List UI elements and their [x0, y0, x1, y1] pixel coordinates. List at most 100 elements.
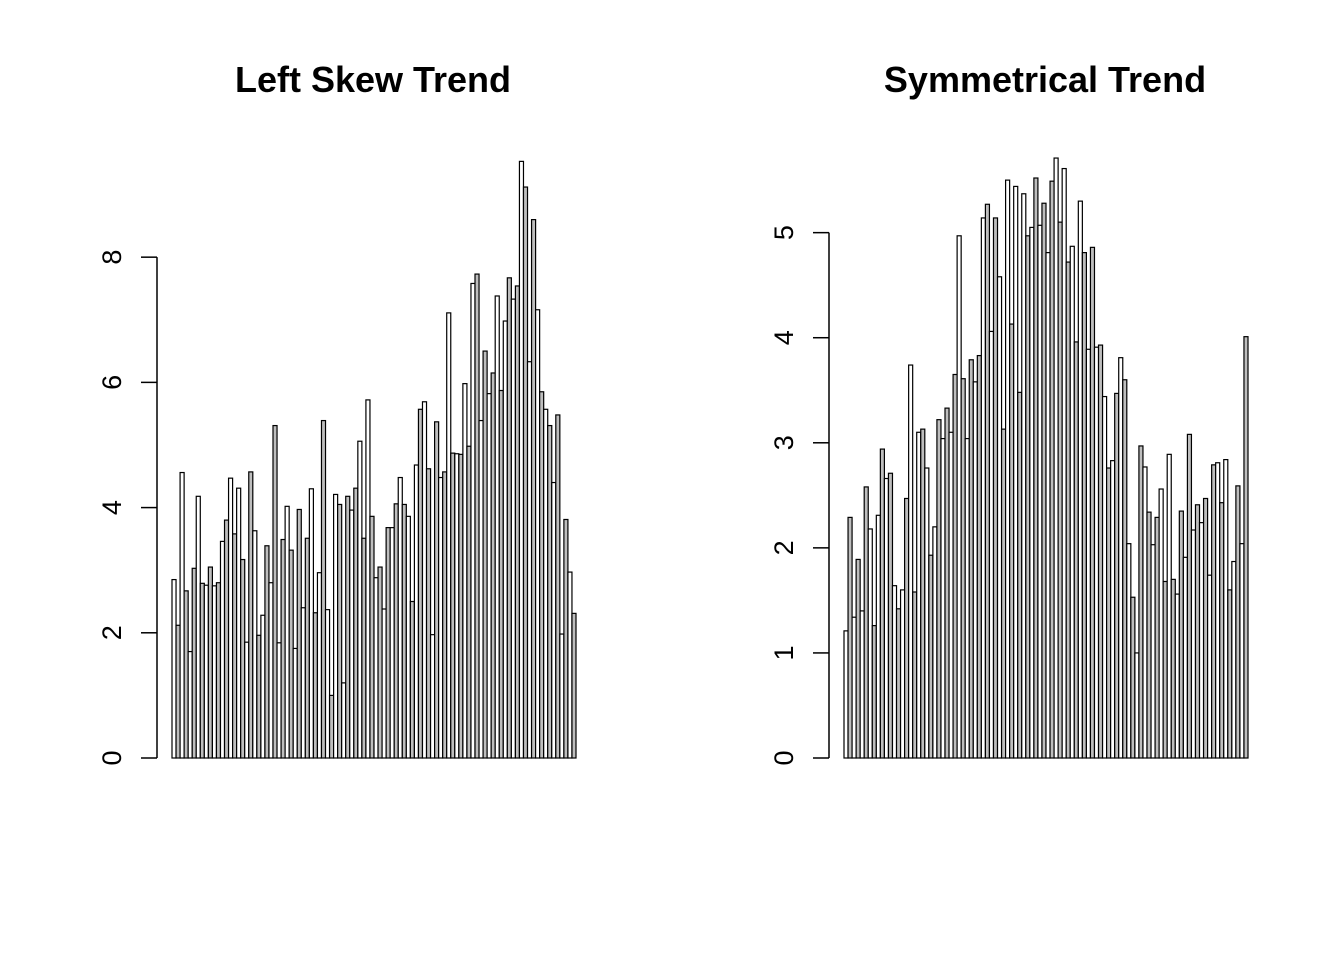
bar — [543, 408, 549, 759]
bar — [916, 431, 922, 759]
bar — [1037, 224, 1043, 759]
bar — [486, 393, 492, 759]
bar — [992, 217, 999, 759]
bar — [377, 566, 383, 759]
bar — [1000, 428, 1007, 759]
bar — [847, 516, 853, 759]
bar — [855, 558, 861, 759]
bar — [312, 612, 319, 759]
bar — [260, 614, 266, 759]
bar — [425, 468, 432, 759]
bar — [434, 421, 440, 759]
bar — [207, 566, 214, 759]
bar — [1190, 529, 1197, 759]
bars — [171, 160, 577, 759]
bar — [964, 437, 970, 759]
bar — [1049, 180, 1055, 759]
bar — [1178, 510, 1184, 759]
bar — [1202, 497, 1209, 759]
bar — [498, 389, 504, 759]
bar — [409, 600, 415, 759]
bar — [1182, 556, 1188, 759]
bar — [458, 453, 464, 759]
bar — [1069, 245, 1075, 759]
bar — [912, 591, 918, 759]
bar — [948, 431, 954, 759]
bar — [932, 526, 938, 759]
bar — [895, 608, 902, 759]
bar — [320, 419, 327, 759]
bar — [1110, 460, 1116, 759]
bar — [296, 508, 302, 759]
bar — [887, 472, 894, 759]
bar — [952, 373, 958, 759]
bar — [223, 519, 230, 759]
bar — [899, 589, 906, 759]
bar — [417, 408, 424, 759]
bar — [1243, 336, 1249, 759]
bar — [980, 217, 986, 759]
bar — [1017, 391, 1023, 759]
bar — [1158, 488, 1164, 759]
bar — [369, 515, 375, 759]
bar — [968, 359, 974, 759]
bar — [891, 585, 898, 759]
bar — [1154, 516, 1160, 759]
bar — [333, 493, 339, 759]
bar — [438, 476, 444, 759]
symmetrical-chart: Symmetrical Trend 0 1 2 3 4 5 — [769, 59, 1249, 766]
bar — [567, 571, 573, 759]
bar — [232, 533, 238, 759]
bar — [264, 545, 270, 759]
bar — [1219, 502, 1225, 759]
bar — [960, 378, 966, 759]
bar — [1114, 392, 1120, 759]
bar — [1198, 522, 1205, 759]
bar — [944, 407, 950, 759]
bar — [292, 647, 298, 759]
bar — [1138, 445, 1144, 759]
y-tick-label: 2 — [97, 625, 127, 640]
bar — [1211, 464, 1217, 759]
bar — [454, 453, 460, 759]
bar — [928, 554, 934, 759]
bar — [563, 518, 569, 759]
bar — [183, 590, 189, 759]
chart-title: Left Skew Trend — [235, 59, 511, 100]
bar — [1215, 462, 1221, 759]
bar — [442, 471, 448, 759]
bar — [337, 503, 343, 759]
bar — [191, 567, 197, 759]
bar — [555, 414, 561, 759]
bar — [883, 477, 890, 759]
bar — [920, 428, 926, 759]
bar — [1134, 652, 1140, 759]
bar — [365, 399, 371, 759]
bar — [482, 350, 488, 759]
bar — [1170, 578, 1176, 759]
y-axis: 0 1 2 3 4 5 — [769, 225, 830, 766]
bar — [559, 633, 565, 759]
bar — [450, 452, 456, 759]
bar — [361, 537, 367, 759]
bar — [179, 471, 185, 759]
bar — [268, 582, 274, 759]
bar — [171, 578, 177, 759]
bar — [494, 295, 500, 759]
bar — [349, 509, 355, 759]
bar — [1021, 193, 1027, 759]
bar — [199, 582, 205, 759]
bar — [547, 424, 553, 759]
bar — [996, 276, 1003, 759]
bar — [244, 641, 250, 759]
bar — [571, 612, 577, 759]
bar — [280, 538, 286, 759]
bar — [328, 694, 335, 759]
bar — [1061, 167, 1067, 759]
bar — [924, 467, 930, 759]
bar — [526, 361, 533, 759]
bar — [908, 364, 914, 759]
bar — [1053, 157, 1059, 759]
bar — [1174, 593, 1180, 759]
